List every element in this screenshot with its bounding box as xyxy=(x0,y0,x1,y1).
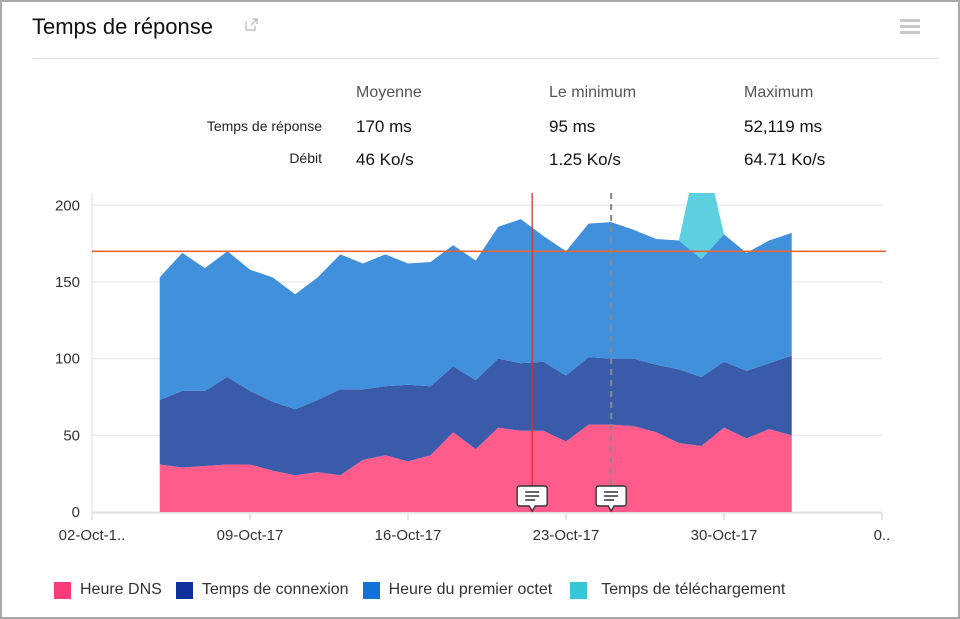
legend: Heure DNS Temps de connexion Heure du pr… xyxy=(54,581,799,599)
legend-swatch xyxy=(570,581,588,599)
row-label-response: Temps de réponse xyxy=(206,118,322,134)
row-label-throughput: Débit xyxy=(289,150,322,166)
area-series-1 xyxy=(159,355,792,476)
x-tick-label: 16-Oct-17 xyxy=(375,527,442,544)
legend-item-dns[interactable]: Heure DNS xyxy=(54,581,162,599)
x-tick-label: 09-Oct-17 xyxy=(217,527,284,544)
legend-swatch xyxy=(54,581,71,599)
comment-icon[interactable] xyxy=(516,485,548,513)
x-tick-label: 0.. xyxy=(874,527,891,544)
area-series-0 xyxy=(159,424,792,512)
legend-swatch xyxy=(175,581,193,599)
legend-swatch xyxy=(362,581,380,599)
stat-value: 95 ms xyxy=(549,117,596,136)
stat-value: 1.25 Ko/s xyxy=(549,150,621,169)
widget-title: Temps de réponse xyxy=(32,14,213,39)
col-header-max: Maximum xyxy=(744,84,814,101)
y-tick-label: 150 xyxy=(55,274,80,291)
x-tick-label: 23-Oct-17 xyxy=(533,527,600,544)
y-tick-label: 200 xyxy=(55,197,80,214)
y-tick-label: 100 xyxy=(55,351,80,368)
stat-value: 52,119 ms xyxy=(744,117,823,136)
hamburger-menu-icon[interactable] xyxy=(900,19,920,35)
comment-icon[interactable] xyxy=(595,485,627,513)
divider xyxy=(33,58,938,59)
stat-value: 46 Ko/s xyxy=(356,150,414,169)
external-link-icon[interactable] xyxy=(245,18,258,31)
legend-item-first-byte[interactable]: Heure du premier octet xyxy=(362,581,553,599)
x-tick-label: 02-Oct-1.. xyxy=(59,527,126,544)
stacked-area-chart: 0 50 100 150 200 02-Oct-1.. 09-Oct-17 16-Oct-17… xyxy=(55,193,891,544)
y-tick-label: 0 xyxy=(72,504,80,521)
x-tick-label: 30-Oct-17 xyxy=(691,527,758,544)
legend-label: Temps de téléchargement xyxy=(601,581,786,598)
y-tick-label: 50 xyxy=(63,427,80,444)
col-header-min: Le minimum xyxy=(549,84,637,101)
legend-label: Heure du premier octet xyxy=(388,581,553,598)
area-series-2 xyxy=(159,219,792,410)
legend-label: Temps de connexion xyxy=(201,581,349,598)
legend-item-connection[interactable]: Temps de connexion xyxy=(175,581,349,599)
legend-label: Heure DNS xyxy=(80,581,162,598)
stat-value: 64.71 Ko/s xyxy=(744,150,826,169)
legend-item-download[interactable]: Temps de téléchargement xyxy=(570,581,785,599)
col-header-average: Moyenne xyxy=(356,84,422,101)
stat-value: 170 ms xyxy=(356,117,412,136)
